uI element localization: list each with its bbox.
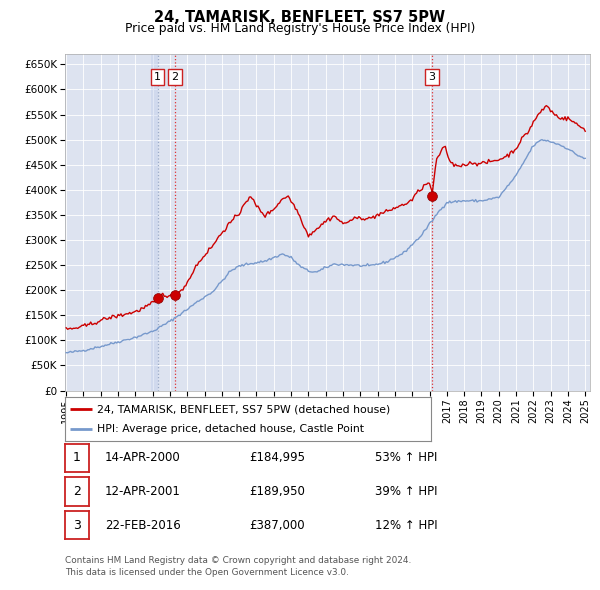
Text: HPI: Average price, detached house, Castle Point: HPI: Average price, detached house, Cast… — [97, 424, 364, 434]
Text: 14-APR-2000: 14-APR-2000 — [105, 451, 181, 464]
Bar — [151, 54, 158, 391]
Text: Price paid vs. HM Land Registry's House Price Index (HPI): Price paid vs. HM Land Registry's House … — [125, 22, 475, 35]
Point — [153, 293, 163, 303]
Text: 12-APR-2001: 12-APR-2001 — [105, 485, 181, 498]
Point — [427, 192, 437, 201]
Point — [170, 290, 179, 300]
Text: £184,995: £184,995 — [249, 451, 305, 464]
Text: This data is licensed under the Open Government Licence v3.0.: This data is licensed under the Open Gov… — [65, 568, 349, 577]
Text: 2: 2 — [171, 72, 178, 82]
Text: Contains HM Land Registry data © Crown copyright and database right 2024.: Contains HM Land Registry data © Crown c… — [65, 556, 411, 565]
Text: 22-FEB-2016: 22-FEB-2016 — [105, 519, 181, 532]
Text: 39% ↑ HPI: 39% ↑ HPI — [375, 485, 437, 498]
Text: 24, TAMARISK, BENFLEET, SS7 5PW: 24, TAMARISK, BENFLEET, SS7 5PW — [154, 10, 446, 25]
Text: £387,000: £387,000 — [249, 519, 305, 532]
Text: 24, TAMARISK, BENFLEET, SS7 5PW (detached house): 24, TAMARISK, BENFLEET, SS7 5PW (detache… — [97, 404, 390, 414]
Text: 3: 3 — [73, 519, 81, 532]
Text: 2: 2 — [73, 485, 81, 498]
Text: 12% ↑ HPI: 12% ↑ HPI — [375, 519, 437, 532]
Text: 1: 1 — [73, 451, 81, 464]
Text: 53% ↑ HPI: 53% ↑ HPI — [375, 451, 437, 464]
Text: £189,950: £189,950 — [249, 485, 305, 498]
Text: 3: 3 — [428, 72, 436, 82]
Text: 1: 1 — [154, 72, 161, 82]
